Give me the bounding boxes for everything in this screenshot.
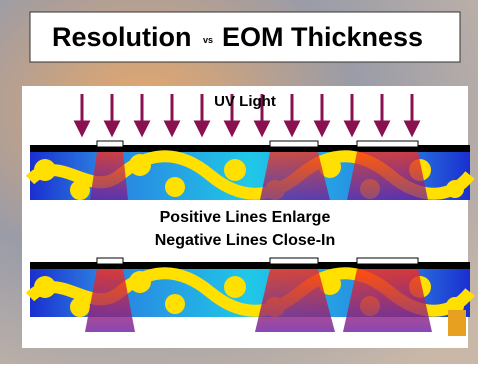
title-left: Resolution	[52, 22, 192, 52]
uv-label: UV Light	[214, 93, 276, 110]
caption: Positive Lines Enlarge	[160, 209, 331, 226]
title-right: EOM Thickness	[222, 22, 423, 52]
slide: Resolution vs EOM Thickness UV Light Pos…	[0, 0, 478, 364]
caption: Negative Lines Close-In	[155, 232, 336, 249]
page: Resolution vs EOM Thickness UV Light Pos…	[0, 0, 478, 364]
title-vs: vs	[203, 35, 213, 45]
